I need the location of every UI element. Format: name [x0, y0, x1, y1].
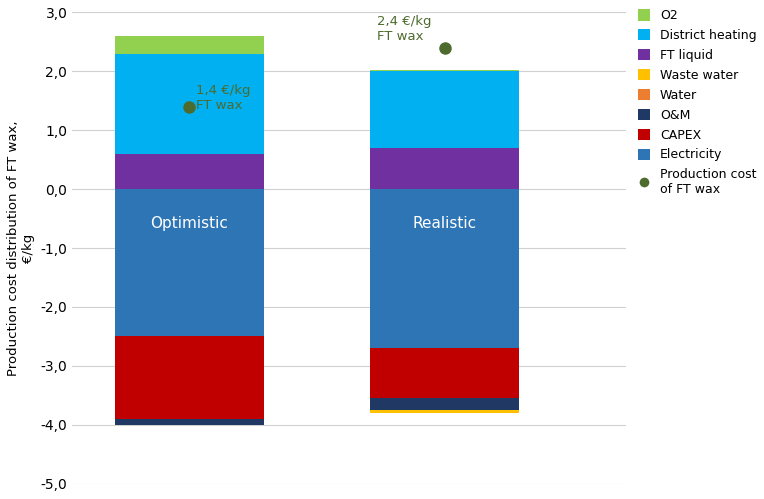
Text: Realistic: Realistic: [413, 216, 477, 231]
Bar: [371, 148, 520, 189]
Text: 1,4 €/kg
FT wax: 1,4 €/kg FT wax: [196, 84, 251, 112]
Bar: [371, 410, 520, 413]
Y-axis label: Production cost distribution of FT wax,
€/kg: Production cost distribution of FT wax, …: [7, 120, 35, 376]
Text: Optimistic: Optimistic: [151, 216, 228, 231]
Bar: [115, 36, 264, 54]
Bar: [115, 189, 264, 336]
Bar: [115, 54, 264, 154]
Text: 2,4 €/kg
FT wax: 2,4 €/kg FT wax: [377, 15, 431, 43]
Bar: [115, 419, 264, 425]
Bar: [371, 348, 520, 398]
Bar: [371, 398, 520, 410]
Legend: O2, District heating, FT liquid, Waste water, Water, O&M, CAPEX, Electricity, Pr: O2, District heating, FT liquid, Waste w…: [637, 9, 756, 196]
Bar: [115, 336, 264, 419]
Bar: [371, 71, 520, 148]
Bar: [115, 154, 264, 189]
Bar: [371, 70, 520, 71]
Bar: [371, 189, 520, 348]
